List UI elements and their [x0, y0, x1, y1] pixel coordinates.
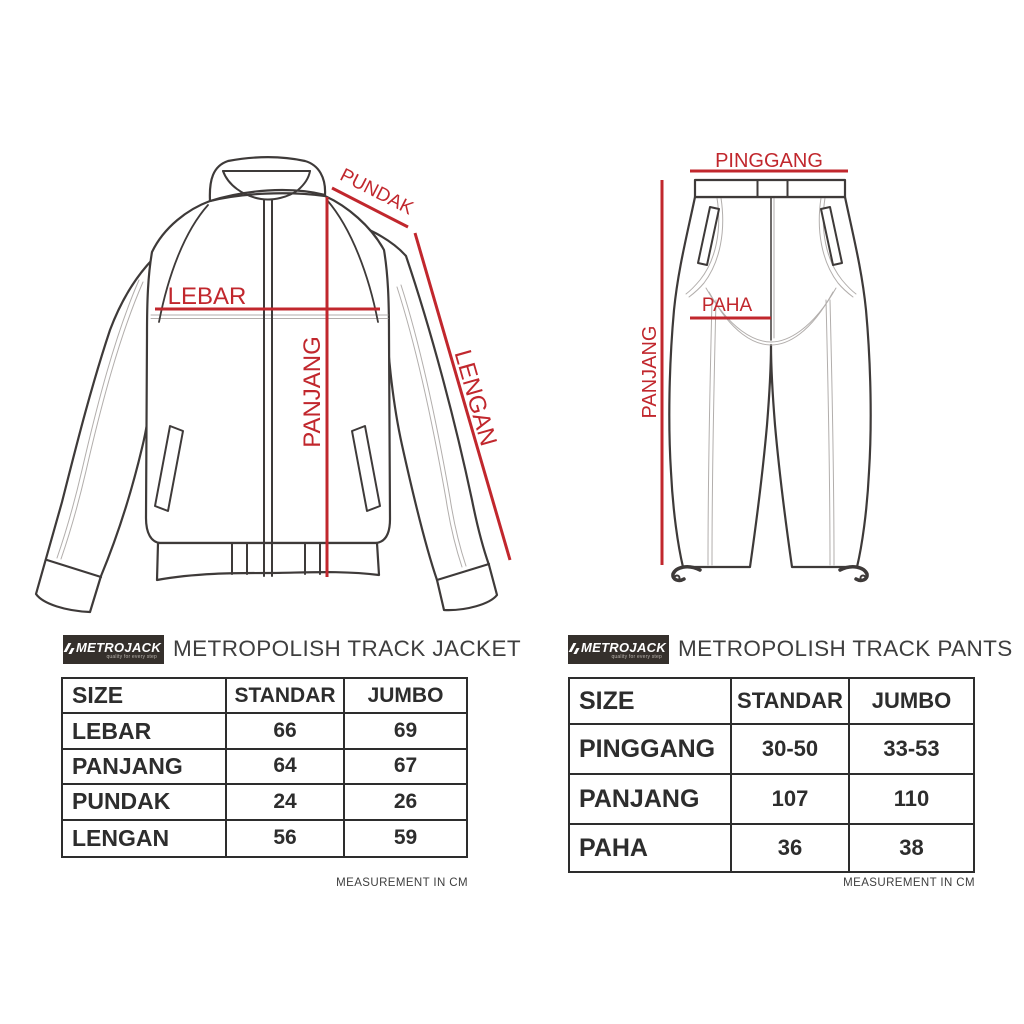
pundak-line [331, 186, 409, 229]
pants-row-label: PAHA [570, 825, 732, 871]
jacket-right-pocket [351, 425, 381, 512]
jacket-row-jumbo: 67 [345, 750, 466, 786]
jacket-waistband [155, 541, 381, 582]
pants-row-label: PANJANG [570, 775, 732, 825]
jacket-left-cuff-line [45, 558, 103, 579]
jacket-row-jumbo: 26 [345, 785, 466, 821]
jacket-header-standar: STANDAR [227, 679, 345, 715]
jacket-drawing [34, 156, 499, 614]
pants-drawing [668, 178, 872, 583]
pants-header-jumbo: JUMBO [850, 679, 973, 725]
pants-row-standar: 107 [732, 775, 850, 825]
pants-row-label: PINGGANG [570, 725, 732, 775]
pants-left-pocket [697, 206, 720, 266]
lebar-label: LEBAR [168, 283, 247, 310]
jacket-row-standar: 24 [227, 785, 345, 821]
brand-logo-main: METROJACK [63, 639, 162, 655]
jacket-header-jumbo: JUMBO [345, 679, 466, 715]
pants-size-table: SIZE STANDAR JUMBO PINGGANG 30-50 33-53 … [568, 677, 975, 873]
jacket-size-table: SIZE STANDAR JUMBO LEBAR 66 69 PANJANG 6… [61, 677, 468, 858]
jacket-row-label: PANJANG [63, 749, 227, 786]
lengan-line [413, 232, 512, 561]
jacket-row-label: LENGAN [63, 820, 227, 856]
jacket-measure-note: MEASUREMENT IN CM [336, 877, 468, 889]
pants-waistband [693, 178, 847, 199]
jacket-row-jumbo: 69 [345, 714, 466, 750]
jacket-row-label: PUNDAK [63, 785, 227, 821]
jacket-panjang-label: PANJANG [299, 336, 326, 448]
double-slash-icon [68, 647, 76, 654]
jacket-title: METROPOLISH TRACK JACKET [173, 636, 521, 661]
pants-row-standar: 36 [732, 825, 850, 871]
brand-name: METROJACK [580, 639, 667, 655]
jacket-row-standar: 64 [227, 749, 345, 786]
jacket-row-label: LEBAR [63, 714, 227, 750]
brand-logo: METROJACK quality for every step [568, 634, 669, 664]
pants-measure-note: MEASUREMENT IN CM [843, 877, 975, 889]
right-drawcord [838, 565, 869, 583]
paha-label: PAHA [702, 295, 753, 316]
jacket-row-standar: 66 [227, 714, 345, 750]
left-drawcord [671, 565, 702, 583]
jacket-measure-lines [155, 186, 512, 577]
brand-tagline: quality for every step [611, 653, 662, 660]
jacket-header-size: SIZE [63, 679, 227, 715]
pants-header-size: SIZE [570, 679, 732, 725]
pinggang-label: PINGGANG [715, 150, 823, 172]
pants-row-jumbo: 33-53 [850, 725, 973, 775]
pants-title: METROPOLISH TRACK PANTS [678, 636, 1013, 661]
pants-header-standar: STANDAR [732, 679, 850, 725]
pants-row-standar: 30-50 [732, 725, 850, 775]
pants-row-jumbo: 110 [850, 775, 973, 825]
brand-tagline: quality for every step [106, 653, 157, 660]
jacket-row-standar: 56 [227, 820, 345, 856]
pants-section-header: METROJACK quality for every step METROPO… [568, 634, 1013, 664]
brand-logo: METROJACK quality for every step [63, 634, 164, 664]
pants-measure-lines [660, 169, 848, 565]
brand-name: METROJACK [75, 639, 162, 655]
jacket-left-pocket [154, 425, 184, 512]
jacket-right-cuff-line [435, 562, 491, 582]
brand-logo-main: METROJACK [568, 639, 667, 655]
pants-row-jumbo: 38 [899, 835, 924, 860]
jacket-section-header: METROJACK quality for every step METROPO… [63, 634, 521, 664]
pants-panjang-label: PANJANG [639, 326, 661, 419]
jacket-row-jumbo: 59 [393, 826, 418, 850]
pants-right-pocket [820, 206, 843, 266]
double-slash-icon [573, 647, 581, 654]
